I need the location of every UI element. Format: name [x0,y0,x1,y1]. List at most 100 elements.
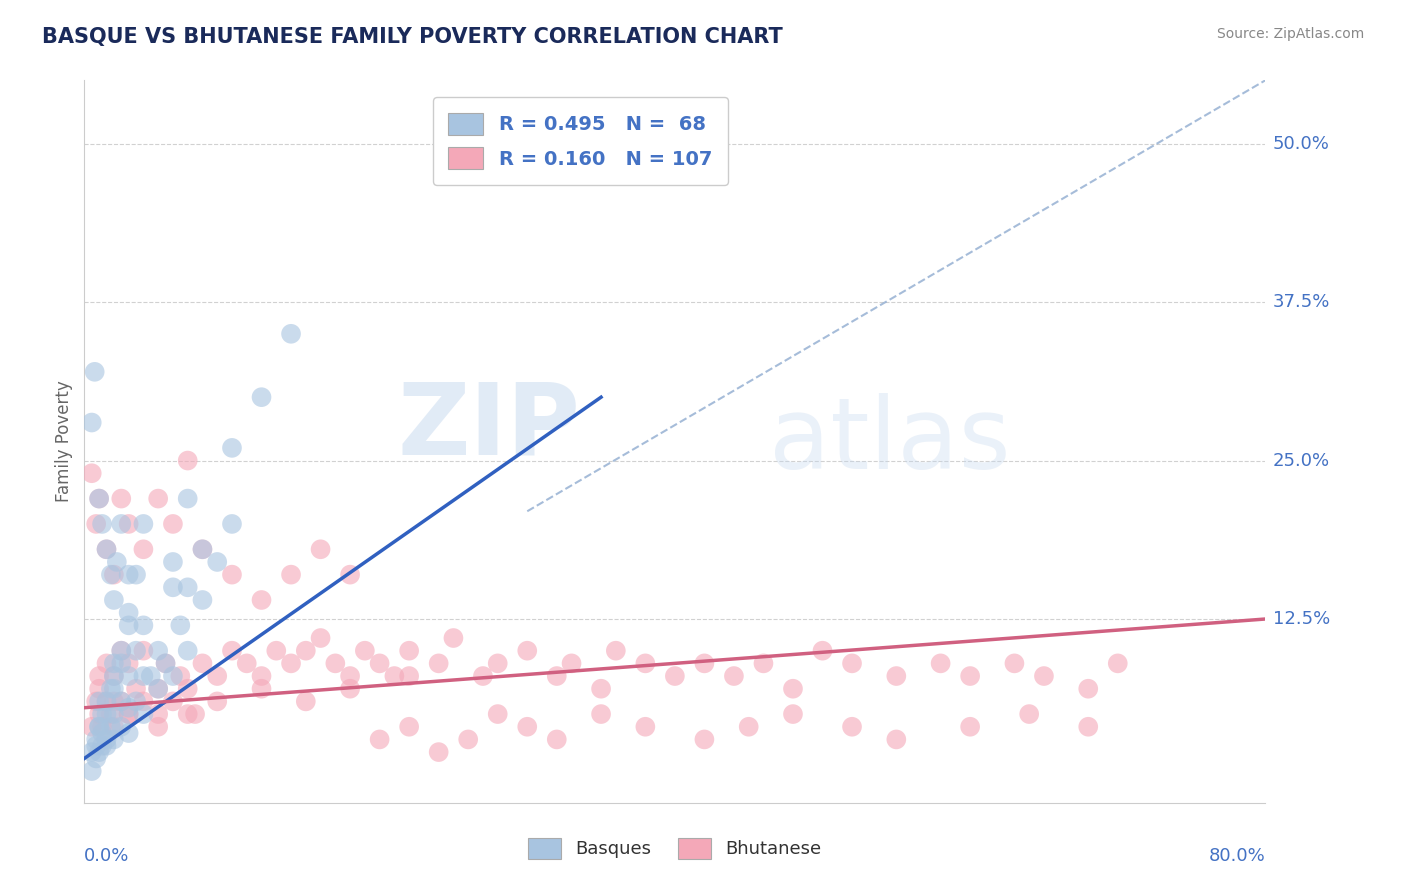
Point [591,707,613,722]
Point [368,732,391,747]
Point [207,694,229,708]
Point [427,745,450,759]
Point [87,694,111,708]
Point [105,555,128,569]
Point [191,542,214,557]
Point [96,542,118,557]
Point [339,681,361,696]
Point [110,694,132,708]
Point [110,643,132,657]
Text: 12.5%: 12.5% [1272,610,1330,628]
Point [177,643,200,657]
Point [664,669,686,683]
Point [1004,657,1026,671]
Point [87,681,111,696]
Point [236,657,259,671]
Point [87,720,111,734]
Text: BASQUE VS BHUTANESE FAMILY POVERTY CORRELATION CHART: BASQUE VS BHUTANESE FAMILY POVERTY CORRE… [42,27,783,46]
Point [132,669,155,683]
Point [103,669,125,683]
Point [752,657,775,671]
Point [118,567,141,582]
Point [125,643,148,657]
Point [250,669,273,683]
Text: 25.0%: 25.0% [1272,451,1330,469]
Text: ZIP: ZIP [398,378,581,475]
Point [110,720,132,734]
Point [280,326,302,341]
Point [516,720,538,734]
Point [103,707,125,722]
Point [634,136,657,151]
Point [91,516,114,531]
Point [250,390,273,404]
Point [96,542,118,557]
Point [162,669,184,683]
Point [118,618,141,632]
Legend: Basques, Bhutanese: Basques, Bhutanese [522,830,828,866]
Point [84,751,107,765]
Point [162,516,184,531]
Point [125,567,148,582]
Point [103,593,125,607]
Point [110,643,132,657]
Point [443,631,465,645]
Point [382,669,406,683]
Point [177,453,200,467]
Point [103,694,125,708]
Point [118,606,141,620]
Point [177,707,200,722]
Point [87,707,111,722]
Point [1033,669,1056,683]
Point [325,657,347,671]
Point [368,657,391,671]
Point [221,516,243,531]
Point [723,669,745,683]
Point [959,720,981,734]
Point [516,643,538,657]
Point [782,707,804,722]
Point [782,681,804,696]
Point [91,707,114,722]
Point [309,631,332,645]
Point [486,707,509,722]
Point [96,732,118,747]
Point [155,657,177,671]
Point [91,720,114,734]
Point [162,580,184,594]
Point [87,669,111,683]
Point [87,745,111,759]
Point [221,643,243,657]
Point [191,593,214,607]
Point [561,657,583,671]
Point [96,694,118,708]
Point [811,643,834,657]
Point [693,657,716,671]
Point [605,643,627,657]
Point [309,542,332,557]
Point [339,567,361,582]
Point [354,643,377,657]
Point [841,720,863,734]
Point [118,657,141,671]
Point [280,567,302,582]
Point [100,720,122,734]
Point [125,681,148,696]
Point [84,694,107,708]
Point [132,694,155,708]
Point [1018,707,1040,722]
Point [110,491,132,506]
Point [738,720,761,734]
Point [929,657,952,671]
Point [125,694,148,708]
Point [100,681,122,696]
Point [96,694,118,708]
Point [118,707,141,722]
Point [280,657,302,671]
Point [148,491,170,506]
Point [266,643,288,657]
Text: 80.0%: 80.0% [1209,847,1265,865]
Point [103,567,125,582]
Point [207,555,229,569]
Point [221,441,243,455]
